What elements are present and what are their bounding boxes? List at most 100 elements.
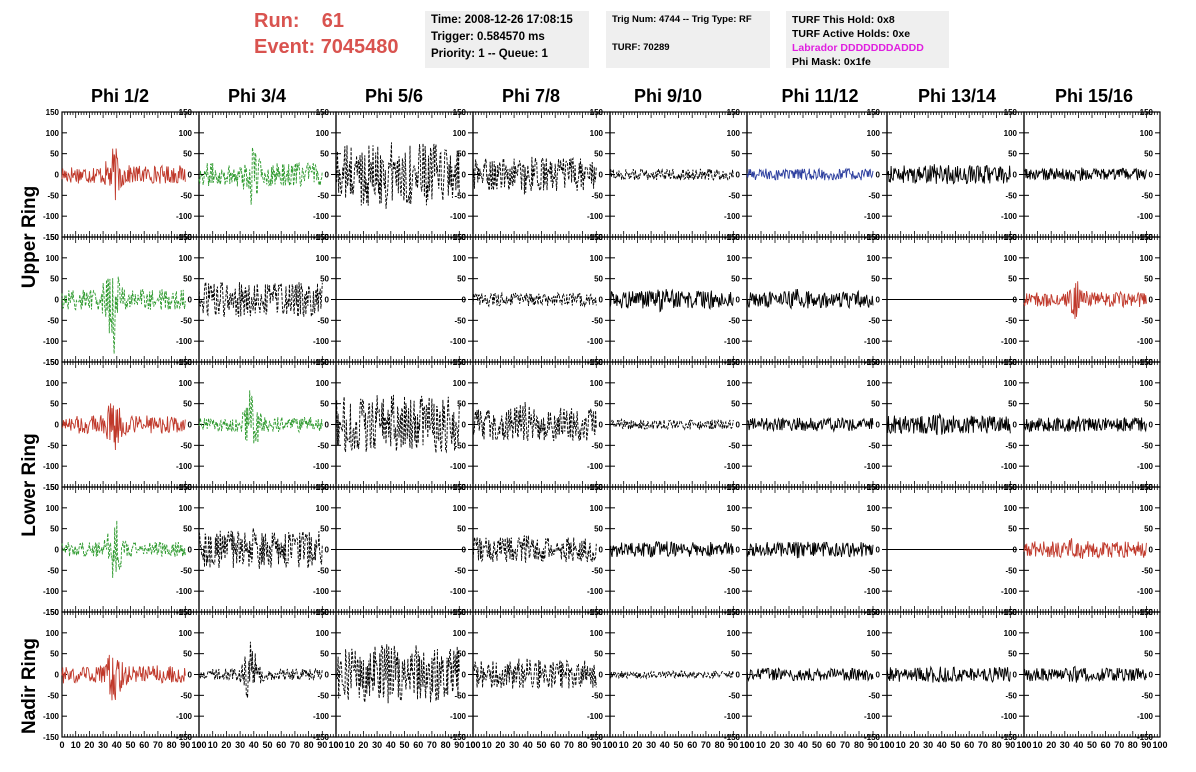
- column-header-phi-5-6: Phi 5/6: [364, 86, 424, 106]
- turf-text: TURF: 70289: [612, 42, 670, 53]
- y-tick-label: 0: [736, 546, 741, 555]
- y-tick-label: 50: [731, 650, 740, 659]
- y-tick-label: -100: [1137, 337, 1154, 346]
- y-tick-label: -100: [1137, 587, 1154, 596]
- y-tick-label: 100: [1004, 629, 1018, 638]
- y-tick-label: 150: [867, 233, 881, 242]
- run-row: Run: 61: [254, 8, 399, 34]
- y-tick-label: -100: [724, 587, 741, 596]
- waveform-r3-c7: [1023, 538, 1147, 559]
- y-tick-label: 100: [179, 254, 193, 263]
- x-tick-label: 90: [728, 740, 738, 750]
- column-header-phi-11-12: Phi 11/12: [781, 86, 859, 106]
- y-tick-label: 100: [1004, 504, 1018, 513]
- waveform-r1-c7: [1023, 281, 1147, 319]
- y-tick-label: -100: [450, 212, 467, 221]
- x-tick-label: 70: [564, 740, 574, 750]
- y-tick-label: 150: [46, 483, 60, 492]
- y-tick-label: 0: [1149, 546, 1154, 555]
- time-text: Time: 2008-12-26 17:08:15: [431, 14, 573, 26]
- y-tick-label: -50: [1005, 691, 1017, 700]
- x-tick-label: 40: [249, 740, 259, 750]
- x-tick-label: 90: [454, 740, 464, 750]
- y-tick-label: 0: [188, 296, 193, 305]
- y-tick-label: -100: [1137, 212, 1154, 221]
- x-tick-label: 50: [812, 740, 822, 750]
- x-tick-label: 50: [536, 740, 546, 750]
- y-tick-label: 100: [179, 504, 193, 513]
- y-tick-label: 100: [590, 254, 604, 263]
- y-tick-label: 100: [590, 504, 604, 513]
- y-tick-label: -50: [47, 191, 59, 200]
- y-tick-label: -100: [43, 337, 60, 346]
- y-tick-label: -150: [587, 733, 604, 742]
- y-tick-label: 0: [876, 546, 881, 555]
- y-tick-label: -50: [454, 191, 466, 200]
- waveform-r2-c4: [609, 417, 734, 431]
- y-tick-label: 50: [50, 525, 59, 534]
- y-tick-label: 0: [325, 421, 330, 430]
- y-tick-label: -50: [317, 191, 329, 200]
- x-tick-label: 0: [59, 740, 64, 750]
- y-tick-label: 100: [46, 629, 60, 638]
- y-tick-label: -100: [450, 462, 467, 471]
- y-tick-label: -50: [317, 566, 329, 575]
- x-tick-label: 10: [208, 740, 218, 750]
- x-tick-label: 0: [470, 740, 475, 750]
- y-tick-label: 50: [594, 650, 603, 659]
- y-tick-label: 100: [727, 504, 741, 513]
- y-tick-label: -150: [313, 733, 330, 742]
- y-tick-label: 50: [1008, 400, 1017, 409]
- x-tick-label: 40: [112, 740, 122, 750]
- y-tick-label: 100: [179, 379, 193, 388]
- y-tick-label: 50: [457, 650, 466, 659]
- y-tick-label: -100: [1001, 337, 1018, 346]
- y-tick-label: -50: [1141, 566, 1153, 575]
- y-tick-label: -50: [317, 441, 329, 450]
- x-tick-label: 80: [578, 740, 588, 750]
- x-tick-label: 10: [345, 740, 355, 750]
- y-tick-label: -150: [450, 733, 467, 742]
- y-tick-label: 50: [1144, 150, 1153, 159]
- column-header-phi-15-16: Phi 15/16: [1054, 86, 1134, 106]
- y-tick-label: -100: [724, 712, 741, 721]
- y-tick-label: 50: [50, 400, 59, 409]
- y-tick-label: -50: [47, 316, 59, 325]
- y-tick-label: 0: [462, 296, 467, 305]
- y-tick-label: 0: [55, 671, 60, 680]
- y-tick-label: 0: [736, 421, 741, 430]
- y-tick-label: 50: [1008, 275, 1017, 284]
- y-tick-label: -50: [47, 441, 59, 450]
- x-tick-label: 20: [84, 740, 94, 750]
- y-tick-label: -50: [1141, 441, 1153, 450]
- y-tick-label: -100: [1137, 462, 1154, 471]
- y-tick-label: -100: [1001, 712, 1018, 721]
- y-tick-label: -50: [454, 691, 466, 700]
- y-tick-label: 0: [325, 671, 330, 680]
- x-tick-label: 10: [482, 740, 492, 750]
- y-tick-label: -50: [728, 566, 740, 575]
- x-tick-label: 90: [317, 740, 327, 750]
- y-tick-label: 50: [50, 650, 59, 659]
- y-tick-label: 150: [867, 108, 881, 117]
- y-tick-label: 100: [727, 629, 741, 638]
- x-tick-label: 70: [427, 740, 437, 750]
- y-tick-label: 100: [316, 504, 330, 513]
- y-tick-label: 100: [727, 379, 741, 388]
- y-tick-label: 50: [457, 150, 466, 159]
- y-tick-label: -150: [43, 233, 60, 242]
- y-tick-label: 50: [594, 525, 603, 534]
- waveform-r0-c0: [61, 148, 186, 201]
- y-tick-label: 0: [599, 671, 604, 680]
- y-tick-label: -100: [43, 587, 60, 596]
- y-tick-label: -50: [868, 691, 880, 700]
- y-tick-label: 50: [457, 400, 466, 409]
- x-tick-label: 50: [399, 740, 409, 750]
- y-tick-label: 50: [731, 150, 740, 159]
- x-tick-label: 30: [98, 740, 108, 750]
- y-tick-label: 0: [599, 546, 604, 555]
- y-tick-label: 100: [179, 629, 193, 638]
- y-tick-label: -50: [1005, 191, 1017, 200]
- x-tick-label: 20: [632, 740, 642, 750]
- y-tick-label: 150: [867, 608, 881, 617]
